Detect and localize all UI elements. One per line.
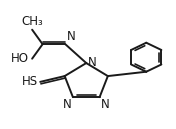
Text: N: N	[67, 30, 76, 43]
Text: HO: HO	[11, 52, 29, 65]
Text: CH₃: CH₃	[21, 15, 43, 27]
Text: N: N	[62, 98, 71, 111]
Text: N: N	[88, 56, 97, 69]
Text: N: N	[101, 98, 110, 111]
Text: HS: HS	[22, 75, 39, 88]
